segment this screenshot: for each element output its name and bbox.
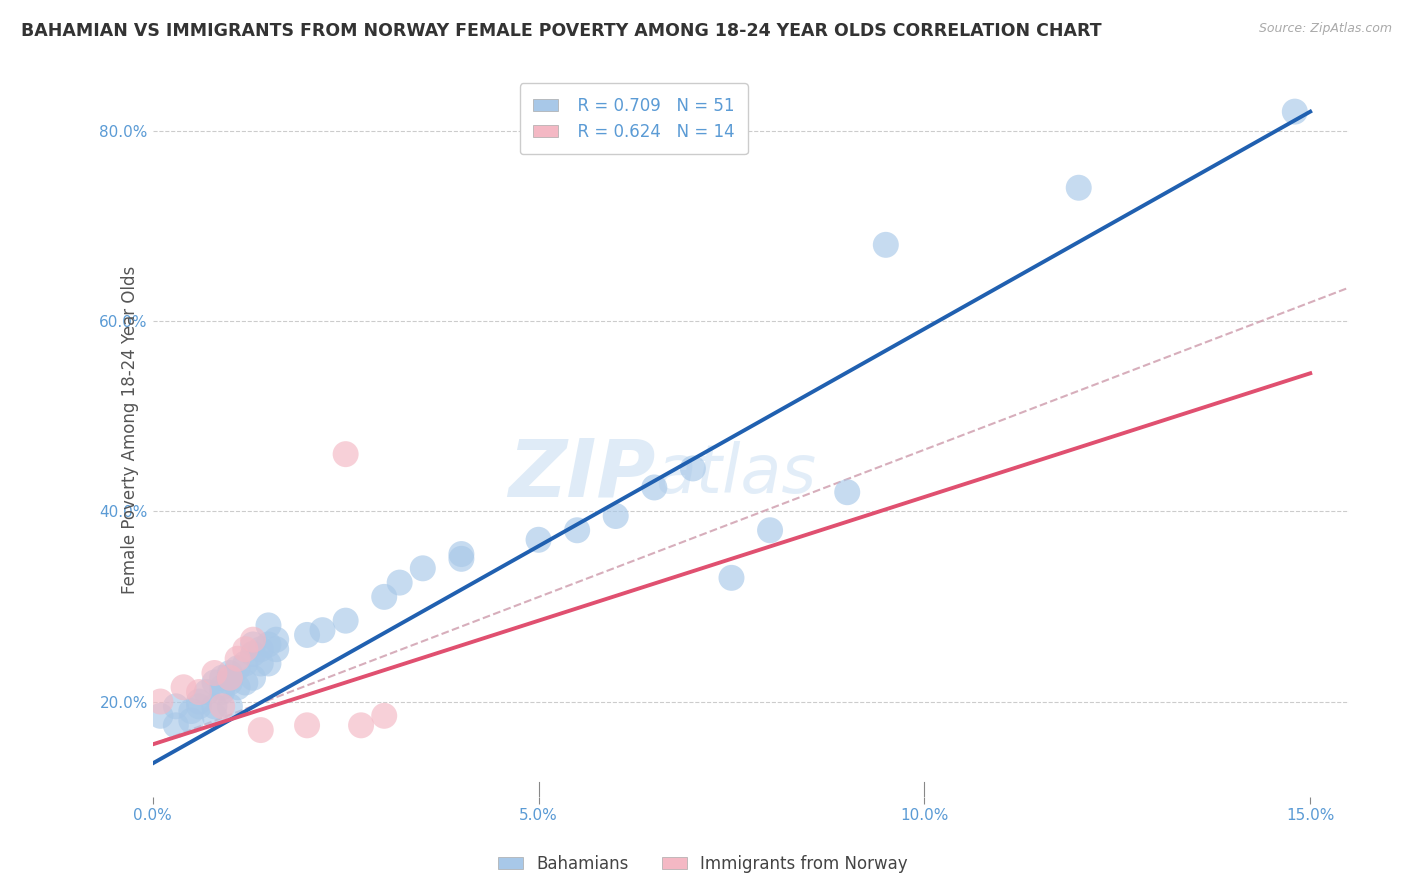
Point: [249, 642, 271, 657]
Legend: Bahamians, Immigrants from Norway: Bahamians, Immigrants from Norway: [491, 848, 915, 880]
Point: [450, 551, 472, 566]
Point: [759, 523, 782, 537]
Point: [165, 718, 187, 732]
Point: [226, 651, 249, 665]
Point: [226, 661, 249, 675]
Point: [565, 523, 588, 537]
Point: [249, 657, 271, 671]
Text: ZIP: ZIP: [508, 435, 655, 513]
Point: [242, 647, 264, 661]
Point: [264, 632, 287, 647]
Point: [219, 699, 242, 714]
Point: [180, 704, 202, 718]
Point: [233, 675, 256, 690]
Point: [295, 628, 318, 642]
Point: [211, 680, 233, 694]
Point: [1067, 180, 1090, 194]
Point: [350, 718, 373, 732]
Point: [335, 614, 357, 628]
Point: [720, 571, 742, 585]
Text: BAHAMIAN VS IMMIGRANTS FROM NORWAY FEMALE POVERTY AMONG 18-24 YEAR OLDS CORRELAT: BAHAMIAN VS IMMIGRANTS FROM NORWAY FEMAL…: [21, 22, 1102, 40]
Point: [188, 685, 211, 699]
Legend:   R = 0.709   N = 51,   R = 0.624   N = 14: R = 0.709 N = 51, R = 0.624 N = 14: [520, 83, 748, 154]
Point: [450, 547, 472, 561]
Point: [211, 685, 233, 699]
Point: [180, 714, 202, 728]
Point: [165, 699, 187, 714]
Point: [388, 575, 411, 590]
Point: [373, 708, 395, 723]
Text: Source: ZipAtlas.com: Source: ZipAtlas.com: [1258, 22, 1392, 36]
Point: [204, 665, 226, 680]
Point: [195, 685, 218, 699]
Point: [211, 699, 233, 714]
Point: [875, 237, 897, 252]
Point: [149, 708, 172, 723]
Point: [219, 665, 242, 680]
Y-axis label: Female Poverty Among 18-24 Year Olds: Female Poverty Among 18-24 Year Olds: [121, 266, 139, 594]
Point: [335, 447, 357, 461]
Point: [643, 480, 665, 494]
Point: [188, 699, 211, 714]
Point: [257, 657, 280, 671]
Point: [204, 699, 226, 714]
Point: [242, 637, 264, 651]
Point: [188, 694, 211, 708]
Point: [211, 671, 233, 685]
Point: [257, 618, 280, 632]
Point: [249, 723, 271, 737]
Point: [219, 675, 242, 690]
Point: [233, 642, 256, 657]
Point: [373, 590, 395, 604]
Point: [257, 637, 280, 651]
Point: [682, 461, 704, 475]
Point: [1284, 104, 1306, 119]
Point: [527, 533, 550, 547]
Point: [311, 623, 333, 637]
Point: [204, 708, 226, 723]
Point: [412, 561, 434, 575]
Point: [204, 675, 226, 690]
Point: [219, 671, 242, 685]
Point: [605, 508, 627, 523]
Point: [264, 642, 287, 657]
Point: [837, 485, 859, 500]
Text: atlas: atlas: [655, 442, 817, 508]
Point: [295, 718, 318, 732]
Point: [242, 671, 264, 685]
Point: [173, 680, 195, 694]
Point: [219, 671, 242, 685]
Point: [149, 694, 172, 708]
Point: [242, 632, 264, 647]
Point: [233, 657, 256, 671]
Point: [226, 680, 249, 694]
